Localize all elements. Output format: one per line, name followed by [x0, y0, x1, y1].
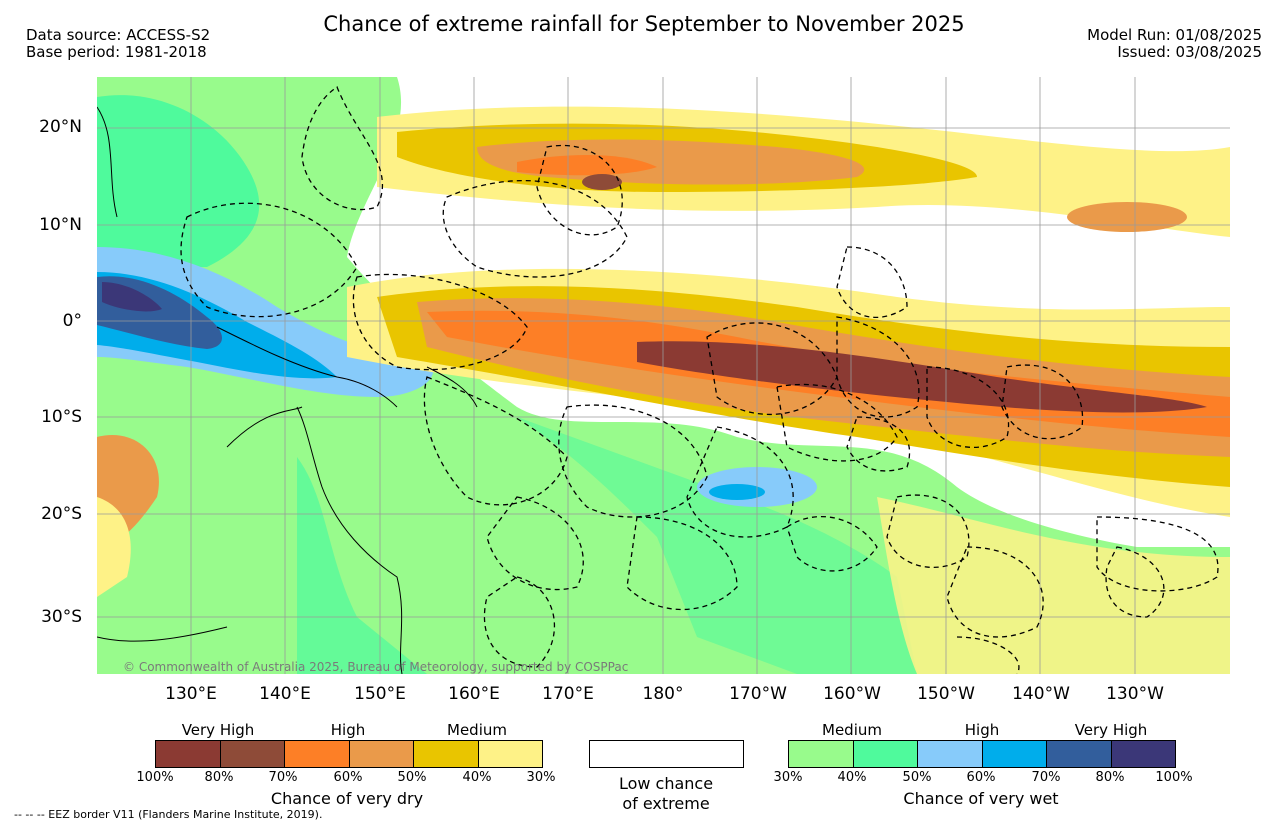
wet-swatch-70-80: [1047, 741, 1112, 767]
wet-tick: 30%: [773, 770, 803, 785]
dry-tick: 100%: [136, 770, 174, 785]
wet-tick: 70%: [1031, 770, 1061, 785]
dry-swatch-100-80: [156, 741, 221, 767]
rainfall-map-svg: [97, 77, 1230, 674]
wet-swatch-30-40: [789, 741, 854, 767]
dry-tick: 50%: [397, 770, 427, 785]
map-credit: © Commonwealth of Australia 2025, Bureau…: [123, 660, 629, 674]
wet-core-png: [102, 282, 162, 312]
dry-region-south-east: [877, 497, 1230, 674]
low-chance-swatch: [589, 740, 744, 768]
wet-swatch-60-70: [982, 741, 1047, 767]
dry-category-very-high: Very High: [181, 721, 255, 739]
lon-label-180: 180°: [642, 684, 684, 704]
dry-band-equatorial-very-high: [637, 341, 1207, 413]
eez-borders: [180, 86, 1219, 674]
low-chance-caption: Low chance of extreme: [619, 774, 713, 814]
model-run: Model Run: 01/08/2025: [1087, 26, 1262, 44]
dry-tick: 30%: [526, 770, 556, 785]
wet-colorbar: [788, 740, 1176, 768]
wet-tick: 40%: [837, 770, 867, 785]
issued-date: Issued: 03/08/2025: [1117, 43, 1262, 61]
wet-category-medium: Medium: [822, 721, 882, 739]
low-chance-line2: of extreme: [622, 794, 710, 813]
wet-tick: 60%: [966, 770, 996, 785]
data-source: Data source: ACCESS-S2: [26, 26, 211, 44]
wet-patch-blue-fiji: [709, 484, 765, 500]
lon-label-140w: 140°W: [1012, 684, 1070, 704]
wet-region-high: [97, 247, 434, 397]
dry-swatch-40-30: [478, 741, 542, 767]
lat-label-10s: 10°S: [41, 407, 82, 427]
lat-label-10n: 10°N: [39, 215, 82, 235]
wet-swatch-50-60: [918, 741, 983, 767]
wet-patch-australia: [297, 457, 427, 674]
wet-swatch-40-50: [853, 741, 918, 767]
lon-label-150e: 150°E: [354, 684, 406, 704]
wet-tick: 50%: [902, 770, 932, 785]
lat-label-20n: 20°N: [39, 117, 82, 137]
eez-footnote: -- -- -- EEZ border V11 (Flanders Marine…: [14, 808, 323, 821]
lon-label-170w: 170°W: [729, 684, 787, 704]
dry-tick: 70%: [268, 770, 298, 785]
lat-label-20s: 20°S: [41, 504, 82, 524]
wet-swatch-80-100: [1111, 741, 1175, 767]
dry-swatch-50-40: [414, 741, 479, 767]
model-run-block: Model Run: 01/08/2025 Issued: 03/08/2025: [1087, 27, 1262, 61]
dry-tick: 80%: [204, 770, 234, 785]
lon-label-130w: 130°W: [1106, 684, 1164, 704]
wet-patch-north-west: [97, 95, 260, 267]
dry-patch-north-east: [1067, 202, 1187, 232]
lat-label-0: 0°: [62, 311, 82, 331]
wet-tick: 80%: [1095, 770, 1125, 785]
wet-category-high: High: [964, 721, 1000, 739]
dry-swatch-80-70: [220, 741, 285, 767]
lon-label-170e: 170°E: [542, 684, 594, 704]
wet-region-south-east: [517, 417, 917, 674]
lon-label-130e: 130°E: [165, 684, 217, 704]
wet-caption: Chance of very wet: [903, 789, 1059, 808]
wet-category-very-high: Very High: [1074, 721, 1148, 739]
dry-patch-north-very-high: [582, 174, 622, 190]
dry-swatch-70-60: [285, 741, 350, 767]
data-source-block: Data source: ACCESS-S2 Base period: 1981…: [26, 27, 210, 61]
dry-swatch-60-50: [349, 741, 414, 767]
dry-colorbar: [155, 740, 543, 768]
dry-category-medium: Medium: [447, 721, 507, 739]
dry-category-high: High: [330, 721, 366, 739]
lon-label-160w: 160°W: [823, 684, 881, 704]
dry-band-north-core: [517, 155, 657, 176]
dry-region-west-australia-light: [97, 497, 131, 597]
rainfall-map: [97, 77, 1230, 674]
dry-caption: Chance of very dry: [270, 789, 424, 808]
low-chance-line1: Low chance: [618, 774, 714, 793]
base-period: Base period: 1981-2018: [26, 43, 207, 61]
coastlines: [97, 106, 478, 674]
lon-label-160e: 160°E: [448, 684, 500, 704]
dry-tick: 40%: [462, 770, 492, 785]
dry-tick: 60%: [333, 770, 363, 785]
lat-label-30s: 30°S: [41, 607, 82, 627]
map-title: Chance of extreme rainfall for September…: [323, 12, 965, 36]
lon-label-140e: 140°E: [259, 684, 311, 704]
wet-tick: 100%: [1155, 770, 1193, 785]
lon-label-150w: 150°W: [917, 684, 975, 704]
